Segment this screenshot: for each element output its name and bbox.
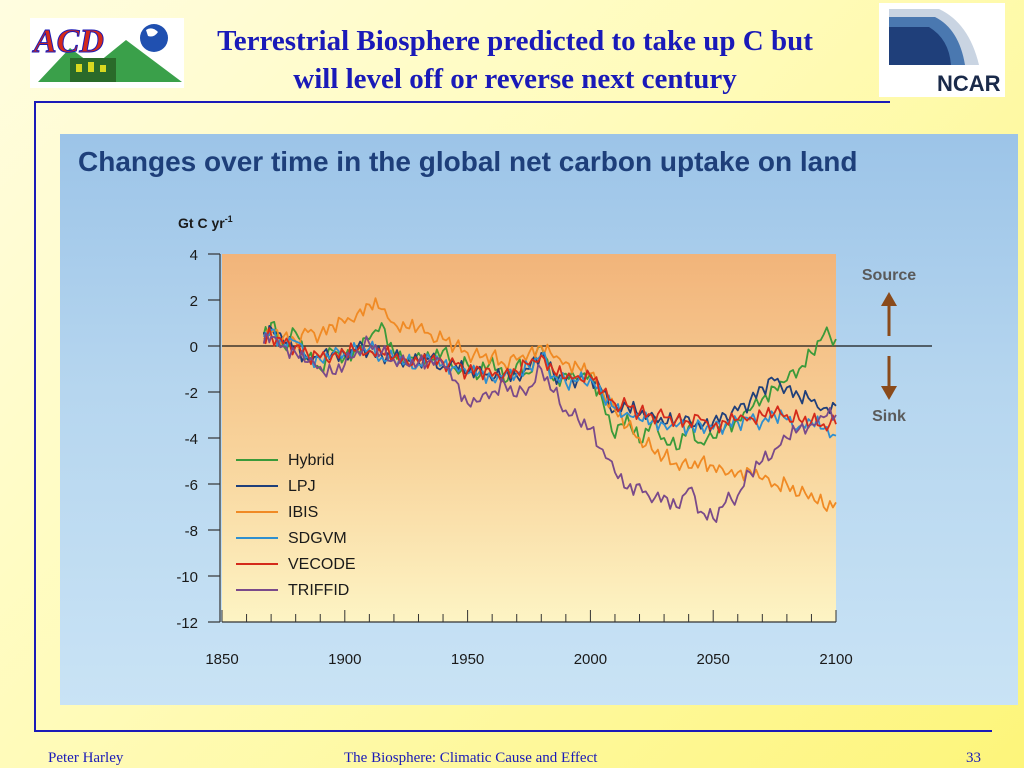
y-tick-label: 4 (190, 247, 198, 264)
ncar-logo-text: NCAR (937, 71, 1001, 96)
footer-course: The Biosphere: Climatic Cause and Effect (344, 750, 598, 766)
slide-title-line2: will level off or reverse next century (293, 63, 737, 95)
footer-page-number: 33 (966, 750, 981, 766)
legend-label-hybrid: Hybrid (288, 452, 334, 469)
ncar-logo: NCAR (879, 3, 1005, 97)
series-line-sdgvm (262, 328, 837, 439)
acd-logo-text: ACD (32, 23, 104, 60)
y-tick-label: 2 (190, 293, 198, 310)
source-arrow-head (881, 292, 897, 306)
slide-title: Terrestrial Biosphere predicted to take … (160, 22, 870, 98)
y-tick-label: -6 (185, 477, 198, 494)
y-tick-label: -4 (185, 431, 198, 448)
slide-title-line1: Terrestrial Biosphere predicted to take … (217, 25, 813, 57)
series-line-triffid (262, 332, 837, 524)
title-rule (34, 101, 890, 103)
legend-label-vecode: VECODE (288, 556, 356, 573)
y-axis-label-superscript: -1 (225, 214, 233, 224)
x-tick-label: 2000 (574, 651, 607, 668)
frame-bottom-rule (34, 730, 992, 732)
footer-author: Peter Harley (48, 750, 124, 766)
carbon-uptake-chart: Gt C yr-1 4 2 0 -2 -4 -6 -8 -10 -12 1850 1900 1950 20… (176, 214, 932, 668)
y-tick-label: 0 (190, 339, 198, 356)
x-tick-label: 1850 (205, 651, 238, 668)
y-axis-label: Gt C yr-1 (178, 214, 233, 231)
y-tick-label: -8 (185, 523, 198, 540)
plot-area (222, 254, 836, 622)
y-tick-label: -10 (176, 569, 198, 586)
chart-panel: Changes over time in the global net carb… (60, 134, 1018, 705)
source-annotation: Source (862, 267, 916, 284)
y-tick-label: -12 (176, 615, 198, 632)
x-tick-label: 1900 (328, 651, 361, 668)
acd-logo: ACD (30, 18, 184, 88)
legend-label-lpj: LPJ (288, 478, 316, 495)
legend-label-ibis: IBIS (288, 504, 318, 521)
x-tick-label: 2100 (819, 651, 852, 668)
sink-arrow-head (881, 386, 897, 400)
y-tick-label: -2 (185, 385, 198, 402)
x-tick-label: 2050 (697, 651, 730, 668)
legend-label-sdgvm: SDGVM (288, 530, 347, 547)
legend-label-triffid: TRIFFID (288, 582, 349, 599)
sink-annotation: Sink (872, 408, 906, 425)
frame-left-rule (34, 103, 36, 731)
chart-title: Changes over time in the global net carb… (78, 146, 858, 177)
x-tick-label: 1950 (451, 651, 484, 668)
series-line-ibis (263, 297, 837, 512)
series-line-vecode (263, 327, 837, 434)
